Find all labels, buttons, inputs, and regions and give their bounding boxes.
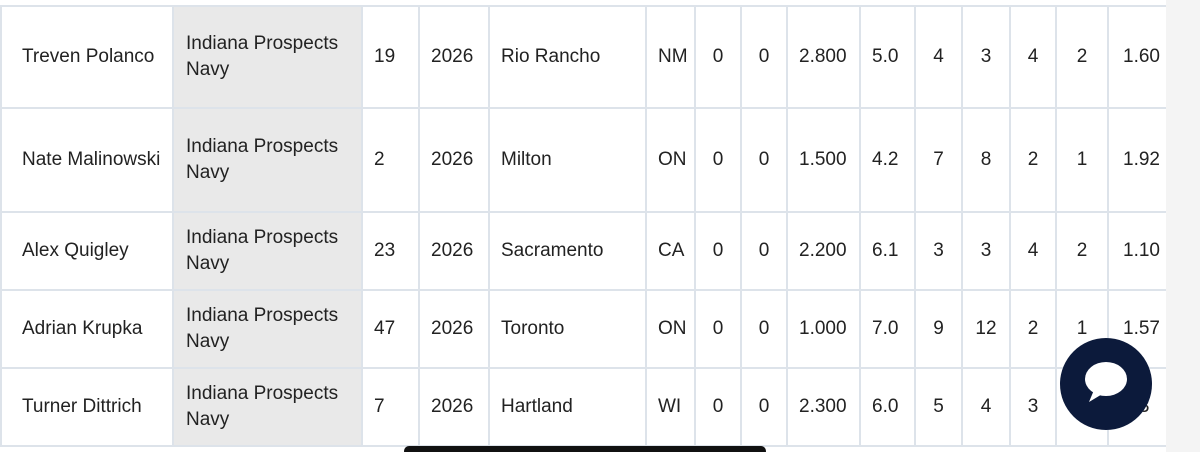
table-row[interactable]: Nate Malinowski Indiana Prospects Navy 2… [0,107,1166,213]
jersey-number-cell: 7 [361,367,420,447]
table-row[interactable]: Alex Quigley Indiana Prospects Navy 23 2… [0,211,1166,291]
hometown-cell: Hartland [488,367,647,447]
stat-cell: 2 [1009,107,1057,213]
stat-cell: 2.200 [786,211,861,291]
home-indicator [404,446,766,452]
stat-cell: 2.800 [786,5,861,109]
hometown-cell: Toronto [488,289,647,369]
jersey-number-cell: 2 [361,107,420,213]
player-name-cell[interactable]: Adrian Krupka [0,289,174,369]
stat-cell: 1.500 [786,107,861,213]
stat-cell: 1.000 [786,289,861,369]
stat-cell: 1.60 [1107,5,1166,109]
stat-cell: 4 [1009,5,1057,109]
hometown-cell: Rio Rancho [488,5,647,109]
stat-cell: 4 [961,367,1011,447]
stat-cell: 7.0 [859,289,916,369]
stat-cell: 5 [914,367,963,447]
player-name-cell[interactable]: Treven Polanco [0,5,174,109]
stat-cell: 0 [694,289,742,369]
chat-button[interactable] [1060,338,1152,430]
stat-cell: 8 [961,107,1011,213]
grad-year-cell: 2026 [418,107,490,213]
stat-cell: 2 [1055,5,1109,109]
state-cell: WI [645,367,696,447]
hometown-cell: Milton [488,107,647,213]
stat-cell: 0 [694,367,742,447]
stat-cell: 7 [914,107,963,213]
stat-cell: 0 [740,367,788,447]
stat-cell: 3 [961,5,1011,109]
stat-cell: 4 [914,5,963,109]
stat-cell: 0 [694,5,742,109]
team-cell: Indiana Prospects Navy [172,107,363,213]
stat-cell: 0 [740,107,788,213]
grad-year-cell: 2026 [418,289,490,369]
jersey-number-cell: 47 [361,289,420,369]
stat-cell: 1 [1055,107,1109,213]
hometown-cell: Sacramento [488,211,647,291]
stat-cell: 2 [1009,289,1057,369]
stat-cell: 4 [1009,211,1057,291]
stat-cell: 0 [694,211,742,291]
jersey-number-cell: 23 [361,211,420,291]
table-row[interactable]: Treven Polanco Indiana Prospects Navy 19… [0,5,1166,109]
team-cell: Indiana Prospects Navy [172,367,363,447]
roster-table-viewport: Treven Polanco Indiana Prospects Navy 19… [0,0,1166,452]
stat-cell: 0 [740,289,788,369]
jersey-number-cell: 19 [361,5,420,109]
player-name-cell[interactable]: Alex Quigley [0,211,174,291]
table-row[interactable]: Turner Dittrich Indiana Prospects Navy 7… [0,367,1166,447]
team-cell: Indiana Prospects Navy [172,211,363,291]
stat-cell: 5.0 [859,5,916,109]
player-name-cell[interactable]: Turner Dittrich [0,367,174,447]
state-cell: CA [645,211,696,291]
stat-cell: 0 [740,5,788,109]
stat-cell: 3 [914,211,963,291]
stat-cell: 3 [961,211,1011,291]
player-name-cell[interactable]: Nate Malinowski [0,107,174,213]
state-cell: ON [645,107,696,213]
team-cell: Indiana Prospects Navy [172,5,363,109]
stat-cell: 9 [914,289,963,369]
stat-cell: 1.92 [1107,107,1166,213]
stat-cell: 0 [740,211,788,291]
stat-cell: 2 [1055,211,1109,291]
table-row[interactable]: Adrian Krupka Indiana Prospects Navy 47 … [0,289,1166,369]
state-cell: NM [645,5,696,109]
grad-year-cell: 2026 [418,211,490,291]
grad-year-cell: 2026 [418,5,490,109]
player-stats-table: Treven Polanco Indiana Prospects Navy 19… [0,5,1166,447]
stat-cell: 2.300 [786,367,861,447]
stat-cell: 3 [1009,367,1057,447]
stat-cell: 4.2 [859,107,916,213]
chat-bubble-icon [1080,356,1132,413]
team-cell: Indiana Prospects Navy [172,289,363,369]
stat-cell: 12 [961,289,1011,369]
grad-year-cell: 2026 [418,367,490,447]
stat-cell: 1.10 [1107,211,1166,291]
stat-cell: 0 [694,107,742,213]
stat-cell: 6.0 [859,367,916,447]
stat-cell: 6.1 [859,211,916,291]
state-cell: ON [645,289,696,369]
